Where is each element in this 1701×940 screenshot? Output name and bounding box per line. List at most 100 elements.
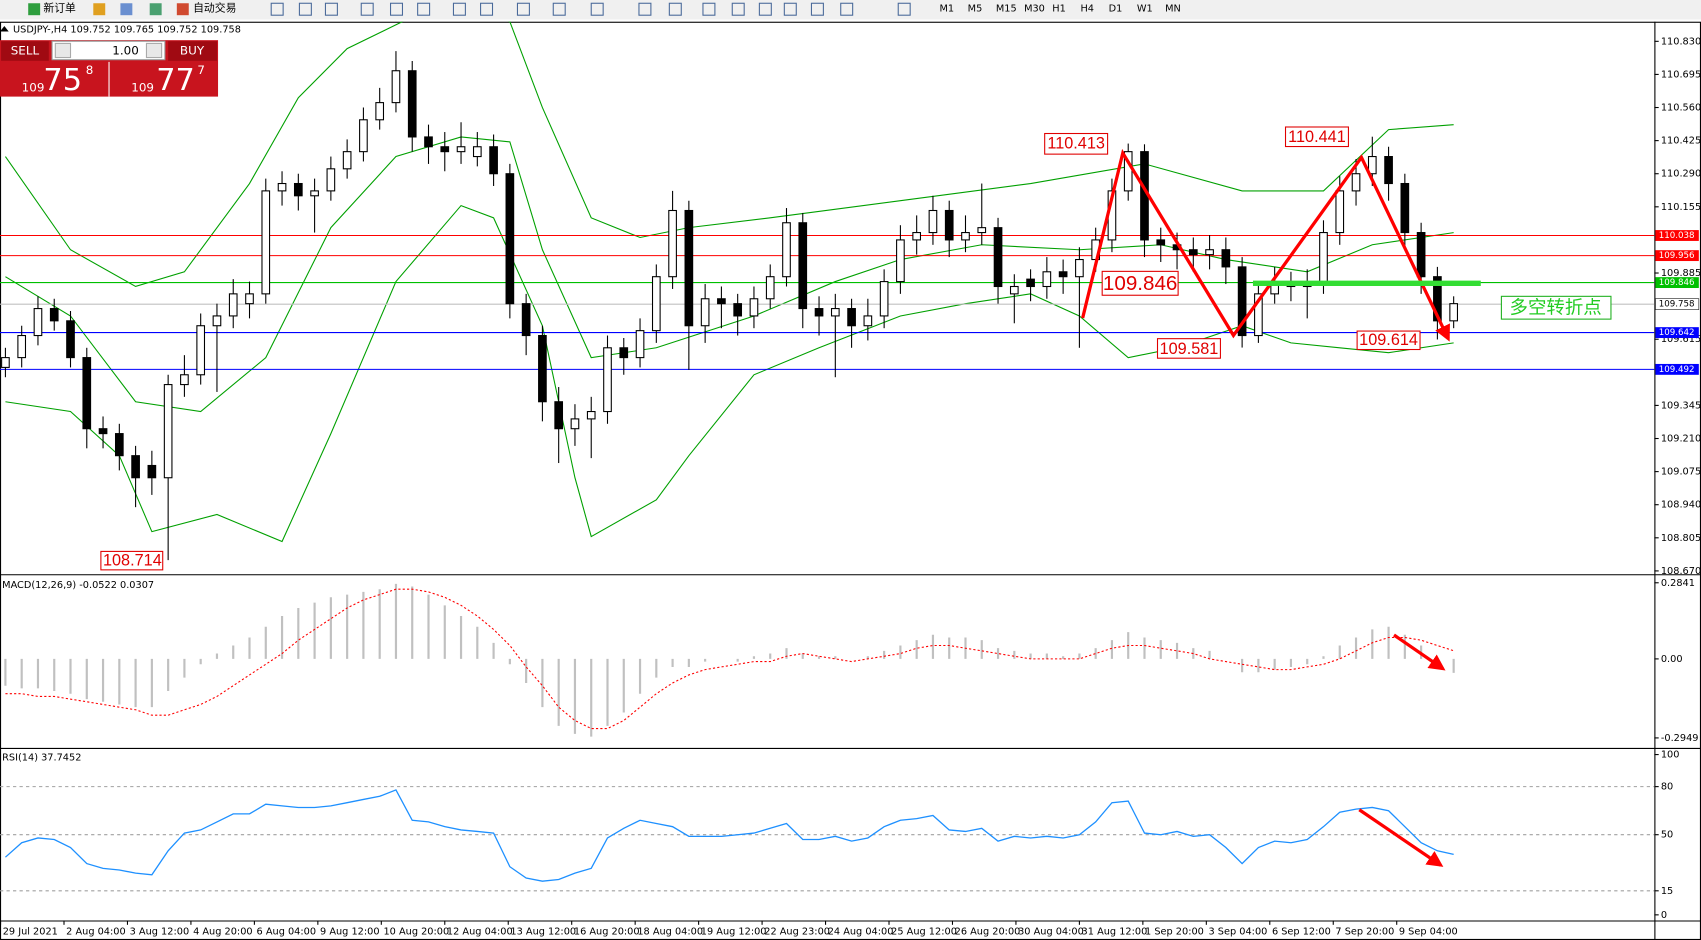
candle-body <box>977 227 987 234</box>
candle-body <box>33 308 43 337</box>
y-tick-label: 109.075 <box>1661 467 1701 478</box>
x-tick-label: 10 Aug 20:00 <box>383 926 449 937</box>
candle-body <box>651 276 661 332</box>
trade-panel: SELL 1.00 BUY 109 75 8 109 77 7 <box>0 40 219 98</box>
bollinger-band <box>5 136 1454 413</box>
candle-body <box>1400 182 1410 234</box>
timeframe-button[interactable]: M5 <box>968 4 983 15</box>
sell-button-bg[interactable] <box>1 41 49 61</box>
timeframe-button[interactable]: H4 <box>1080 4 1094 15</box>
tool-icon[interactable] <box>731 2 745 16</box>
candle-body <box>619 347 629 359</box>
candle-body <box>1237 266 1247 337</box>
price-level-tag <box>1655 298 1700 310</box>
lots-down[interactable] <box>54 42 72 59</box>
x-tick-label: 2 Aug 04:00 <box>66 926 126 937</box>
toolbar-button[interactable]: 新订单 <box>43 1 76 15</box>
tool-icon[interactable] <box>389 2 404 16</box>
lots-field[interactable] <box>51 40 166 61</box>
candle-body <box>261 190 271 295</box>
y-tick-label: 0 <box>1661 910 1667 921</box>
annotation-box <box>1044 132 1109 155</box>
price-level-label: 109.492 <box>1659 365 1695 375</box>
price-level-tag <box>1655 230 1699 241</box>
annotation-box <box>100 550 164 571</box>
timeframe-button[interactable]: M15 <box>996 4 1017 15</box>
x-tick-label: 16 Aug 20:00 <box>574 926 640 937</box>
x-tick-label: 18 Aug 04:00 <box>637 926 703 937</box>
sell-button[interactable]: SELL <box>11 44 40 58</box>
candle-body <box>163 384 173 479</box>
candle-body <box>505 173 515 305</box>
candle-body <box>375 102 385 121</box>
tool-icon[interactable] <box>298 2 312 16</box>
lots-value[interactable]: 1.00 <box>112 44 139 58</box>
timeframe-button[interactable]: W1 <box>1137 4 1153 15</box>
candle-body <box>407 70 417 138</box>
tool-icon[interactable] <box>758 2 772 16</box>
candle-body <box>814 308 824 317</box>
tool-icon[interactable] <box>360 2 374 16</box>
annotation-box <box>1156 338 1221 359</box>
tool-icon[interactable] <box>480 2 494 16</box>
candle-body <box>359 119 368 153</box>
toolbar-button[interactable]: 自动交易 <box>193 1 236 15</box>
x-tick-label: 24 Aug 04:00 <box>828 926 894 937</box>
tool-icon[interactable] <box>783 2 797 16</box>
zigzag-arrow <box>1081 148 1450 342</box>
candle-body <box>586 411 596 420</box>
tool-icon[interactable] <box>417 2 431 16</box>
x-tick-label: 30 Aug 04:00 <box>1018 926 1084 937</box>
candle-body <box>66 320 75 359</box>
candle-body <box>1416 232 1426 278</box>
tool-icon[interactable] <box>452 2 466 16</box>
annotation: 109.581 <box>1160 340 1219 358</box>
x-tick-label: 6 Aug 04:00 <box>257 926 317 937</box>
annotation: 108.714 <box>103 551 162 569</box>
macd-plot <box>4 583 1455 737</box>
price-level-label: 109.642 <box>1659 328 1695 338</box>
candle-body <box>993 227 1003 288</box>
buy-button[interactable]: BUY <box>180 44 205 58</box>
candle-body <box>293 182 303 197</box>
timeframe-button[interactable]: M30 <box>1024 4 1045 15</box>
annotation-box <box>1356 330 1421 351</box>
candle-body <box>830 308 840 317</box>
buy-button-bg[interactable] <box>168 41 217 61</box>
macd-arrow <box>1393 633 1446 671</box>
candle-body <box>1075 258 1084 278</box>
timeframe-button[interactable]: M1 <box>939 4 954 15</box>
tool-icon[interactable] <box>552 2 566 16</box>
candle-body <box>684 209 694 327</box>
candle-body <box>603 347 612 413</box>
candle-body <box>310 190 319 197</box>
candle-body <box>228 293 238 317</box>
tool-icon[interactable] <box>590 2 604 16</box>
candle-body <box>440 146 450 153</box>
tool-icon[interactable] <box>668 2 682 16</box>
y-tick-label: 15 <box>1661 886 1673 897</box>
candle-body <box>765 276 775 300</box>
candle-body <box>1026 278 1035 288</box>
tool-icon[interactable] <box>270 2 284 16</box>
annotation-box <box>1101 270 1179 296</box>
y-tick-label: 80 <box>1661 782 1673 793</box>
tool-icon[interactable] <box>702 2 716 16</box>
icon <box>28 3 41 16</box>
timeframe-button[interactable]: D1 <box>1109 4 1123 15</box>
tool-icon[interactable] <box>810 2 824 16</box>
tool-icon[interactable] <box>516 2 530 16</box>
timeframe-button[interactable]: H1 <box>1052 4 1066 15</box>
timeframe-button[interactable]: MN <box>1165 4 1181 15</box>
tool-icon[interactable] <box>638 2 652 16</box>
y-tick-label: 0.00 <box>1661 654 1683 665</box>
collapse-icon <box>0 26 9 32</box>
candle-body <box>1 357 10 368</box>
lots-up[interactable] <box>145 42 163 59</box>
candle-body <box>717 298 726 305</box>
candle-body <box>147 464 157 479</box>
tool-icon[interactable] <box>897 2 911 16</box>
candle-body <box>912 232 922 241</box>
tool-icon[interactable] <box>324 2 338 16</box>
tool-icon[interactable] <box>840 2 854 16</box>
